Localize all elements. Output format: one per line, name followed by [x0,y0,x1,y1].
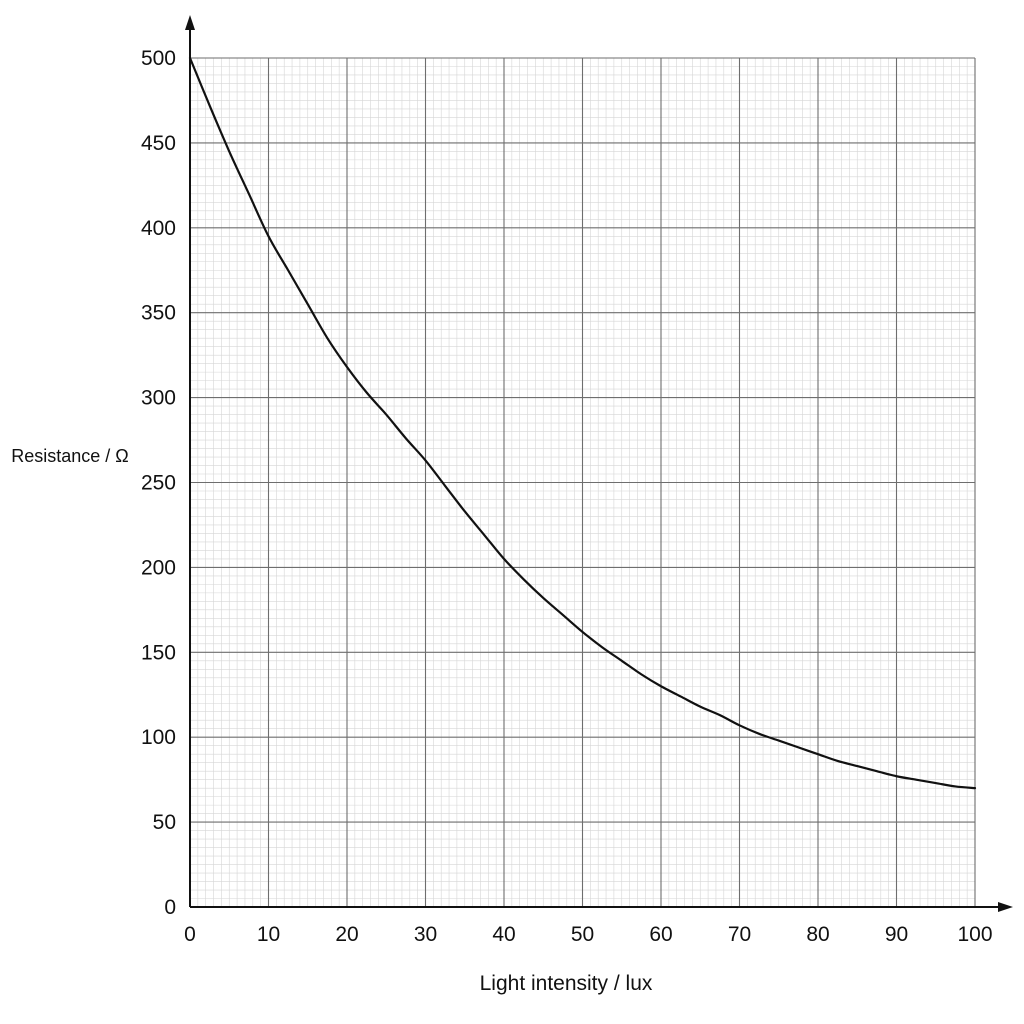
x-tick-label: 70 [728,923,751,946]
x-tick-label: 90 [885,923,908,946]
x-axis-arrow [998,902,1013,912]
y-tick-label: 350 [141,302,176,325]
x-tick-label: 20 [335,923,358,946]
y-tick-label: 300 [141,387,176,410]
x-axis-tick-labels: 0 10 20 30 40 50 60 70 80 90 100 [184,923,992,946]
y-tick-label: 250 [141,472,176,495]
x-tick-label: 30 [414,923,437,946]
y-axis-title: Resistance / Ω [11,446,129,466]
major-grid [190,57,976,907]
x-tick-label: 80 [806,923,829,946]
y-tick-label: 450 [141,132,176,155]
axes [185,15,1013,912]
series-line-resistance [188,56,977,790]
y-axis-arrow [185,15,195,30]
x-tick-label: 50 [571,923,594,946]
x-tick-label: 60 [649,923,672,946]
x-tick-label: 10 [257,923,280,946]
y-axis-tick-labels: 0 50 100 150 200 250 300 350 400 450 500 [141,47,176,919]
y-tick-label: 400 [141,217,176,240]
y-tick-label: 100 [141,726,176,749]
x-axis-title: Light intensity / lux [480,972,653,995]
x-tick-label: 100 [957,923,992,946]
series-layer [188,56,977,790]
y-tick-label: 0 [164,896,176,919]
y-tick-label: 500 [141,47,176,70]
x-tick-label: 0 [184,923,196,946]
y-tick-label: 200 [141,556,176,579]
y-tick-label: 50 [153,811,176,834]
y-tick-label: 150 [141,641,176,664]
x-tick-label: 40 [492,923,515,946]
